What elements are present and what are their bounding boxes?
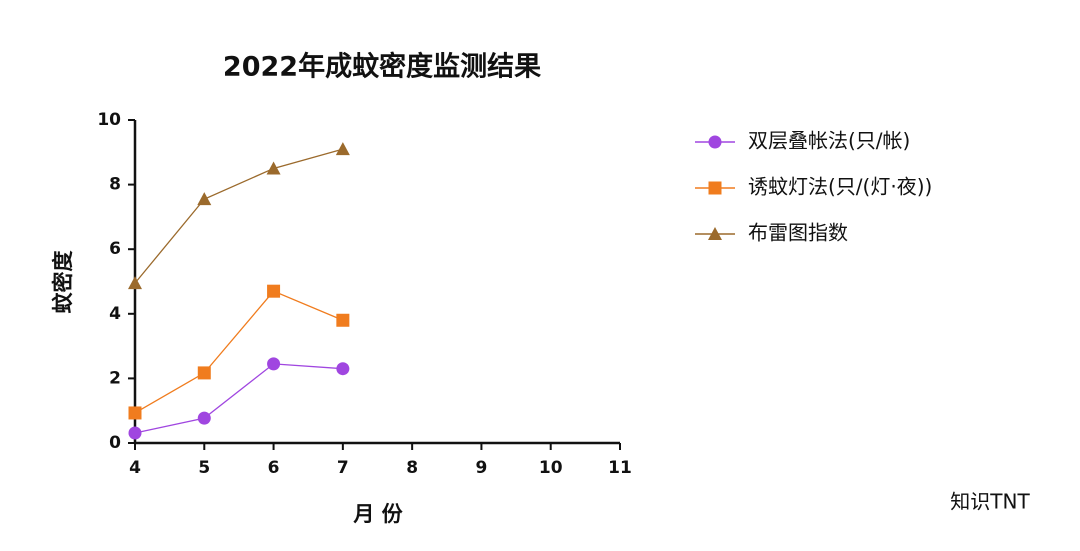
y-axis-label: 蚊密度 [51,251,75,314]
y-tick-label: 0 [109,433,121,453]
x-tick-label: 10 [539,458,563,478]
legend-marker [708,181,722,195]
x-axis-label: 月 份 [352,502,403,526]
x-tick-label: 9 [476,458,488,478]
y-tick-label: 2 [109,368,121,388]
x-tick-label: 11 [608,458,632,478]
chart-title: 2022年成蚊密度监测结果 [223,51,541,83]
point [266,161,281,175]
x-tick-label: 8 [406,458,418,478]
watermark: 知识TNT [950,490,1030,514]
point [336,362,350,376]
point [267,357,281,371]
point [128,406,142,420]
y-tick-label: 8 [109,175,121,195]
series-line [134,290,344,414]
legend-label: 双层叠帐法(只/帐) [748,129,910,153]
x-tick-label: 4 [129,458,141,478]
point [197,366,211,380]
point [336,313,350,327]
point [128,276,142,290]
legend-label: 布雷图指数 [748,221,848,245]
point [197,411,211,425]
y-tick-label: 6 [109,239,121,259]
point [197,192,212,206]
point [128,426,142,440]
x-tick-label: 6 [268,458,280,478]
point [267,284,281,298]
y-tick-label: 10 [97,110,121,130]
x-tick-label: 5 [198,458,210,478]
y-tick-label: 4 [109,304,121,324]
x-tick-label: 7 [337,458,349,478]
series-line [134,148,344,284]
series-line [134,363,343,434]
point [335,142,350,156]
legend-marker [708,135,722,149]
legend-label: 诱蚊灯法(只/(灯·夜)) [748,175,932,199]
legend-marker [708,227,722,240]
